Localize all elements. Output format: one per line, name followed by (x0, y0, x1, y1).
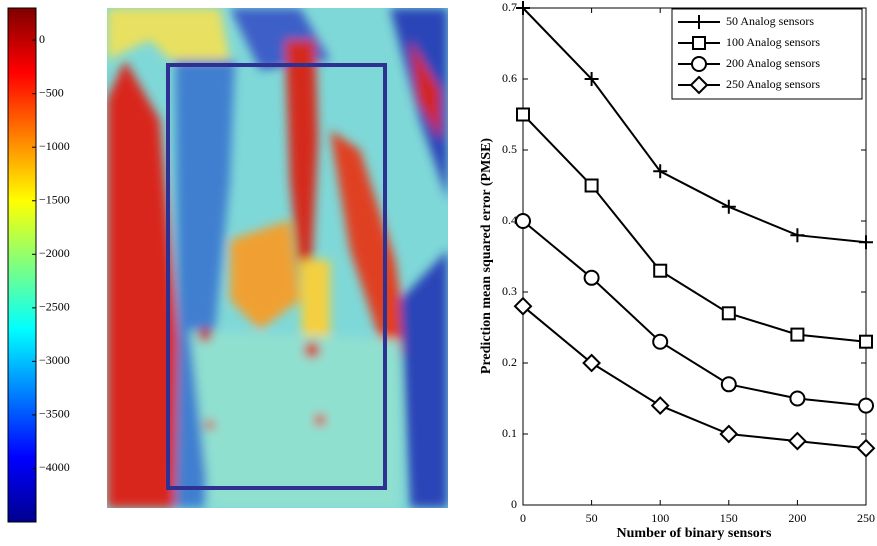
marker (787, 431, 807, 451)
colorbar-scale (7, 7, 37, 523)
y-tick-label: 0.7 (502, 0, 517, 14)
legend-label: 250 Analog sensors (726, 77, 820, 91)
colorbar-tick-label: −1500 (39, 193, 70, 207)
marker (789, 390, 806, 407)
plot-frame (522, 7, 867, 506)
y-tick-label: 0.4 (502, 213, 517, 227)
heatmap (107, 8, 448, 508)
legend: 50 Analog sensors 100 Analog sensors 200 A… (671, 8, 863, 100)
colorbar-tick-label: −1000 (39, 139, 70, 153)
marker (582, 353, 602, 373)
marker (515, 213, 531, 229)
x-tick-label: 100 (651, 511, 669, 525)
marker (516, 1, 530, 15)
x-tick-label: 150 (720, 511, 738, 525)
series-line (522, 220, 867, 407)
legend-label: 50 Analog sensors (726, 14, 814, 28)
marker (859, 334, 873, 349)
y-tick-label: 0 (511, 497, 517, 511)
marker (653, 164, 668, 179)
x-tick-label: 50 (586, 511, 598, 525)
colorbar-tick-label: −3000 (39, 353, 70, 367)
legend-marker (691, 56, 707, 72)
x-tick-label: 0 (520, 511, 526, 525)
colorbar-tick-label: 0 (39, 32, 45, 46)
y-axis-label: Prediction mean squared error (PMSE) (479, 138, 494, 374)
marker (583, 269, 600, 286)
marker (584, 178, 599, 193)
marker (653, 263, 668, 278)
marker (721, 199, 736, 214)
y-tick-label: 0.5 (502, 142, 517, 156)
marker (650, 396, 670, 416)
y-tick-label: 0.2 (502, 355, 517, 369)
marker (652, 333, 669, 350)
marker (516, 107, 530, 122)
colorbar-tick-label: −3500 (39, 407, 70, 421)
marker (790, 327, 805, 342)
colorbar-tick-label: −500 (39, 85, 64, 99)
legend-label: 200 Analog sensors (726, 56, 820, 70)
line-chart: Number of binary sensors Prediction mean… (479, 0, 876, 541)
marker (720, 376, 737, 393)
y-tick-label: 0.6 (502, 71, 517, 85)
x-tick-label: 250 (857, 511, 875, 525)
region-outline (166, 63, 387, 490)
legend-marker (692, 36, 706, 50)
colorbar-tick-label: −2500 (39, 300, 70, 314)
colorbar-tick-label: −4000 (39, 460, 70, 474)
marker (584, 72, 599, 86)
series-line (522, 113, 867, 343)
legend-label: 100 Analog sensors (726, 35, 820, 49)
y-tick-label: 0.1 (502, 426, 517, 440)
series-line (522, 305, 867, 450)
colorbar: 0 −500 −1000 −1500 −2000 −2500 −3000 −3500 −4000 (7, 7, 70, 523)
marker (513, 296, 533, 316)
legend-marker (692, 15, 706, 29)
x-axis-label: Number of binary sensors (617, 526, 772, 541)
y-tick-label: 0.3 (502, 284, 517, 298)
marker (859, 235, 873, 250)
marker (856, 438, 876, 458)
legend-marker (689, 75, 709, 95)
colorbar-tick-label: −2000 (39, 246, 70, 260)
marker (721, 306, 736, 321)
marker (719, 424, 739, 444)
x-tick-label: 200 (788, 511, 806, 525)
heatmap-regions (107, 8, 448, 508)
marker (790, 228, 805, 243)
series-line (522, 7, 867, 244)
marker (858, 397, 874, 414)
